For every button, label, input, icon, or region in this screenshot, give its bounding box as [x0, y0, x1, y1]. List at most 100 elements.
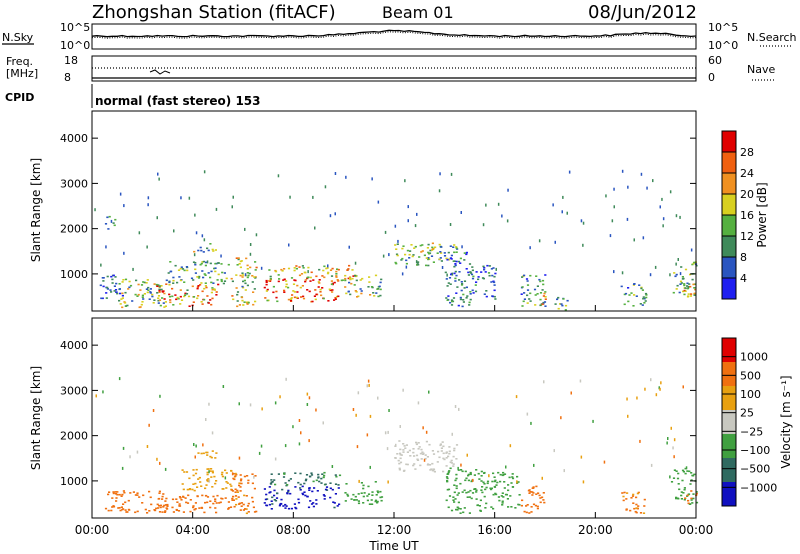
power-cell — [330, 275, 334, 277]
velocity-cell — [158, 511, 162, 513]
power-cell — [351, 277, 354, 280]
velocity-cell — [445, 465, 448, 467]
velocity-cell — [417, 442, 420, 444]
velocity-cell — [280, 498, 283, 501]
power-cell — [679, 283, 682, 285]
velocity-cell — [483, 483, 486, 485]
velocity-cell — [346, 495, 350, 497]
velocity-cell — [211, 470, 214, 472]
velocity-cell — [198, 507, 201, 509]
velocity-cell — [526, 504, 529, 506]
velocity-cell — [211, 471, 214, 474]
velocity-cell — [448, 446, 451, 448]
velocity-cell — [207, 478, 210, 480]
power-cell — [192, 261, 196, 263]
velocity-cell — [278, 504, 281, 507]
power-cell — [367, 286, 370, 288]
velocity-cell — [247, 482, 250, 484]
power-cell — [246, 264, 249, 267]
power-cell — [335, 273, 338, 275]
power-cell — [521, 276, 524, 278]
power-cell — [201, 303, 204, 305]
velocity-cell — [507, 484, 510, 486]
power-scatter — [157, 172, 159, 176]
power-cell — [425, 257, 428, 259]
velocity-xtick-label: 08:00 — [276, 523, 311, 537]
velocity-cell — [265, 504, 269, 507]
velocity-cell — [374, 500, 377, 503]
power-cell — [461, 283, 464, 285]
power-cell — [380, 278, 383, 281]
power-cell — [449, 257, 452, 259]
power-cell — [328, 288, 331, 291]
power-scatter — [244, 227, 246, 231]
power-cell — [242, 280, 245, 283]
power-cell — [184, 292, 187, 295]
power-cell — [169, 270, 172, 273]
power-cell — [483, 267, 486, 269]
power-scatter — [277, 174, 280, 178]
power-cell — [452, 297, 456, 299]
power-scatter — [188, 196, 191, 200]
velocity-scatter — [298, 442, 301, 446]
power-cell — [108, 215, 111, 218]
velocity-cell — [210, 468, 213, 470]
power-scatter — [382, 254, 385, 258]
velocity-cell — [455, 508, 458, 511]
velocity-cell — [362, 495, 365, 498]
velocity-cell — [307, 506, 311, 509]
velocity-cell — [501, 504, 504, 506]
velocity-cell — [400, 454, 403, 456]
velocity-cell — [466, 496, 469, 498]
velocity-cell — [468, 496, 471, 498]
velocity-scatter — [156, 457, 158, 461]
power-cell — [277, 274, 280, 276]
power-cell — [421, 250, 424, 252]
power-cell — [331, 289, 334, 291]
power-cell — [236, 293, 239, 296]
power-scatter — [371, 177, 373, 181]
velocity-cell — [455, 444, 459, 446]
power-cell — [450, 258, 453, 260]
power-cell — [472, 275, 475, 278]
velocity-cell — [235, 503, 238, 506]
velocity-cell — [350, 498, 353, 500]
velocity-cell — [448, 450, 451, 453]
power-cell — [119, 303, 122, 305]
power-cell — [241, 299, 244, 302]
velocity-cell — [467, 479, 470, 482]
power-cell — [293, 269, 296, 272]
power-scatter — [231, 205, 233, 209]
velocity-cell — [542, 492, 545, 494]
velocity-cell — [501, 492, 504, 494]
velocity-scatter — [669, 475, 671, 479]
power-cell — [330, 283, 333, 285]
power-cell — [526, 280, 529, 282]
velocity-cell — [117, 507, 120, 509]
power-cell — [369, 294, 372, 296]
power-cell — [463, 280, 467, 282]
power-scatter — [388, 253, 390, 257]
velocity-cell — [482, 481, 485, 484]
velocity-cell — [518, 494, 521, 496]
power-cell — [290, 297, 293, 299]
velocity-cell — [689, 503, 692, 505]
power-cell — [231, 295, 234, 297]
power-cell — [356, 296, 359, 298]
power-cell — [447, 282, 450, 284]
power-cell — [321, 287, 324, 289]
power-scatter — [119, 192, 122, 196]
power-cell — [289, 299, 293, 302]
power-cell — [128, 286, 131, 289]
velocity-scatter — [533, 463, 535, 467]
velocity-cell — [452, 463, 455, 465]
power-cell — [445, 278, 448, 280]
velocity-cell — [357, 500, 360, 502]
power-cell — [292, 290, 295, 292]
velocity-cell — [357, 493, 360, 495]
power-cell — [436, 252, 439, 254]
velocity-cell — [352, 493, 355, 496]
power-scatter — [94, 208, 96, 212]
power-cell — [477, 278, 480, 281]
velocity-scatter — [466, 453, 468, 457]
